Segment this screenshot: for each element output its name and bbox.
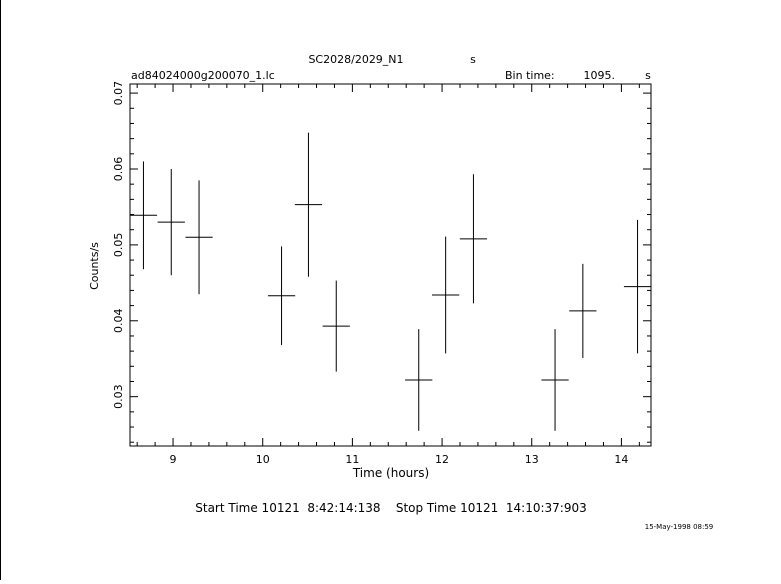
data-point (322, 280, 350, 372)
bin-time-label: Bin time: (505, 69, 555, 82)
data-point (405, 329, 433, 431)
data-point (130, 161, 158, 270)
axes-group: 9 10 11 12 13 14 0.03 0.04 0.05 0.06 0.07 (112, 81, 651, 466)
y-tick-label: 0.05 (112, 233, 125, 258)
data-point (157, 168, 185, 276)
x-tick-label: 11 (345, 453, 359, 466)
bin-time-value: 1095. (584, 69, 616, 82)
x-axis-label: Time (hours) (352, 466, 429, 480)
y-tick-label: 0.06 (112, 157, 125, 182)
y-tick-label: 0.07 (112, 81, 125, 106)
time-range-text: Start Time 10121 8:42:14:138 Stop Time 1… (195, 501, 587, 515)
data-point (541, 329, 569, 431)
data-point (623, 219, 651, 354)
data-points-group (130, 132, 651, 431)
plot-timestamp: 15-May-1998 08:59 (645, 523, 714, 531)
x-tick-label: 13 (525, 453, 539, 466)
data-point (185, 180, 213, 295)
plot-frame (129, 83, 652, 447)
y-tick-label: 0.03 (112, 384, 125, 409)
chart-title: SC2028/2029_N1 (308, 53, 403, 66)
chart-title-suffix: s (470, 53, 476, 66)
data-point (294, 132, 323, 277)
y-tick-label: 0.04 (112, 309, 125, 334)
bin-time-unit: s (645, 69, 651, 82)
file-name-label: ad84024000g200070_1.lc (131, 69, 275, 82)
y-axis-label: Counts/s (88, 242, 101, 290)
x-tick-label: 10 (256, 453, 270, 466)
x-tick-label: 9 (170, 453, 177, 466)
data-point (432, 236, 460, 354)
x-tick-label: 12 (435, 453, 449, 466)
x-tick-label: 14 (614, 453, 628, 466)
data-point (267, 246, 296, 346)
data-point (569, 263, 597, 358)
data-point (459, 174, 488, 304)
